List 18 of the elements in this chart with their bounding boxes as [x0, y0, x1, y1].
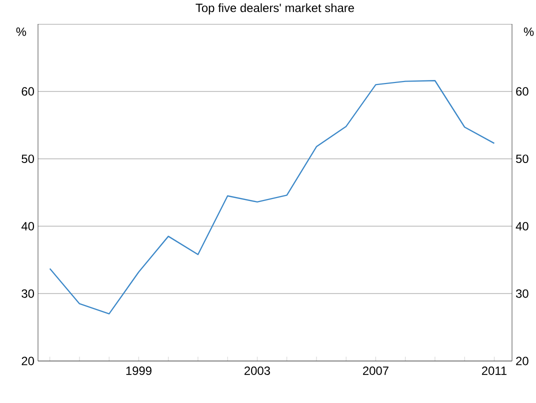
- y-tick-label: 40: [21, 222, 34, 230]
- y2-axis-title: %: [524, 28, 534, 36]
- y-tick-label: 30: [22, 289, 34, 298]
- x-tick-label: 2007: [363, 366, 388, 375]
- x-tick-label: 1999: [126, 366, 152, 375]
- y-axis-title: %: [16, 28, 26, 36]
- y-tick-label: 60: [22, 87, 34, 96]
- line-series: [49, 80, 495, 314]
- y2-tick-label: 20: [516, 356, 528, 366]
- y-tick-label: 50: [22, 154, 34, 164]
- x-tick-label: 2003: [244, 366, 270, 375]
- y2-tick-label: 60: [516, 87, 528, 96]
- y-tick-label: 20: [22, 356, 34, 366]
- x-tick-label: 2011: [482, 366, 506, 375]
- y2-tick-label: 50: [516, 154, 528, 164]
- chart-title: Top five dealers' market share: [196, 3, 354, 15]
- y2-tick-label: 40: [516, 222, 528, 230]
- y2-tick-label: 30: [516, 289, 528, 298]
